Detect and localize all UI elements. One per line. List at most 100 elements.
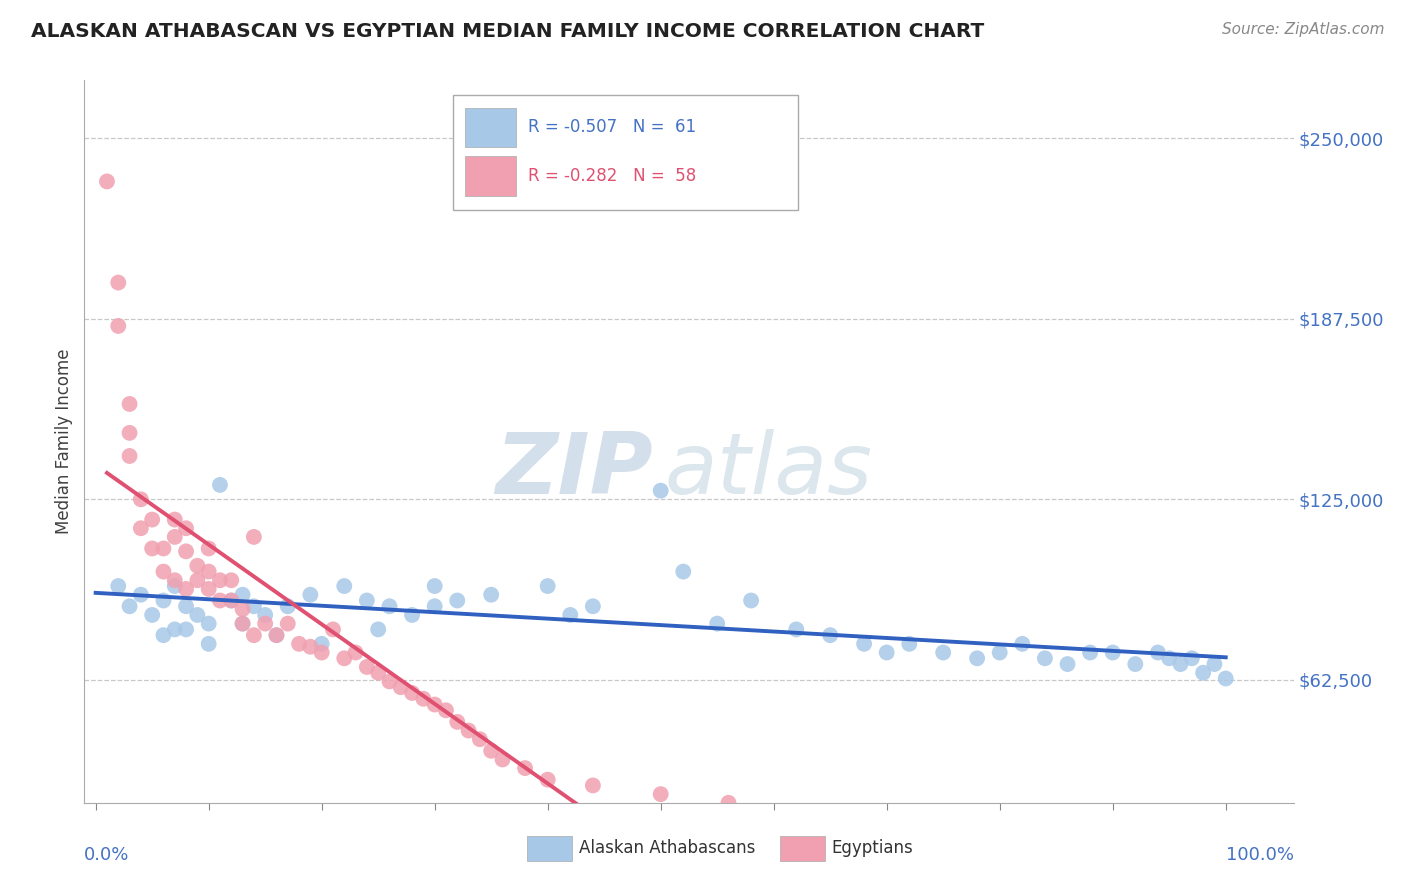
Point [107,276,129,290]
Point [311,637,333,651]
Point [299,640,322,654]
Point [163,512,186,526]
Point [174,521,197,535]
Point [898,637,921,651]
Point [243,599,266,614]
Point [186,574,208,588]
Point [785,623,807,637]
Point [266,628,288,642]
Point [423,698,446,712]
Point [232,588,254,602]
Point [740,593,762,607]
Point [197,616,219,631]
Point [141,512,163,526]
Point [277,599,299,614]
Point [1192,665,1215,680]
Point [129,521,152,535]
Point [1181,651,1204,665]
Point [219,593,242,607]
Point [254,607,277,622]
Point [107,579,129,593]
Text: ZIP: ZIP [495,429,652,512]
Point [1033,651,1056,665]
Point [932,646,955,660]
Text: Alaskan Athabascans: Alaskan Athabascans [579,839,755,857]
Point [174,582,197,596]
Point [299,588,322,602]
Point [378,674,401,689]
Point [311,646,333,660]
Point [174,599,197,614]
Point [491,752,513,766]
Point [174,544,197,558]
Point [197,582,219,596]
Point [378,599,401,614]
Point [356,660,378,674]
Point [672,565,695,579]
Point [141,541,163,556]
Point [208,478,231,492]
Point [537,579,560,593]
Point [186,558,208,573]
Point [412,691,434,706]
FancyBboxPatch shape [453,95,797,211]
Point [152,541,174,556]
Point [717,796,740,810]
Point [966,651,988,665]
Point [118,449,141,463]
Point [266,628,288,642]
Text: Source: ZipAtlas.com: Source: ZipAtlas.com [1222,22,1385,37]
Point [118,397,141,411]
Point [232,616,254,631]
Point [457,723,479,738]
Point [129,588,152,602]
Text: Egyptians: Egyptians [831,839,912,857]
Point [1056,657,1078,671]
Point [333,579,356,593]
Text: 100.0%: 100.0% [1226,847,1294,864]
Text: ALASKAN ATHABASCAN VS EGYPTIAN MEDIAN FAMILY INCOME CORRELATION CHART: ALASKAN ATHABASCAN VS EGYPTIAN MEDIAN FA… [31,22,984,41]
Point [96,174,118,188]
Point [163,530,186,544]
Point [197,541,219,556]
Point [401,607,423,622]
Point [243,628,266,642]
Point [219,574,242,588]
Point [1101,646,1123,660]
Point [232,616,254,631]
Point [344,646,367,660]
Point [129,492,152,507]
Point [401,686,423,700]
Point [988,646,1011,660]
Point [219,593,242,607]
Point [1204,657,1226,671]
Point [479,588,502,602]
Point [141,607,163,622]
Text: atlas: atlas [665,429,873,512]
Point [197,565,219,579]
Point [118,599,141,614]
Point [208,574,231,588]
Point [446,714,468,729]
Point [446,593,468,607]
Point [118,425,141,440]
Point [107,318,129,333]
Point [243,530,266,544]
Text: 0.0%: 0.0% [84,847,129,864]
Point [186,607,208,622]
Point [434,703,457,717]
Point [1159,651,1181,665]
Text: R = -0.507   N =  61: R = -0.507 N = 61 [529,119,696,136]
Point [163,579,186,593]
Point [333,651,356,665]
Point [1123,657,1146,671]
Text: R = -0.282   N =  58: R = -0.282 N = 58 [529,167,696,185]
Point [152,565,174,579]
Point [288,637,311,651]
Point [513,761,536,775]
Point [423,599,446,614]
Point [1170,657,1192,671]
Point [1215,672,1237,686]
Point [537,772,560,787]
Point [818,628,841,642]
